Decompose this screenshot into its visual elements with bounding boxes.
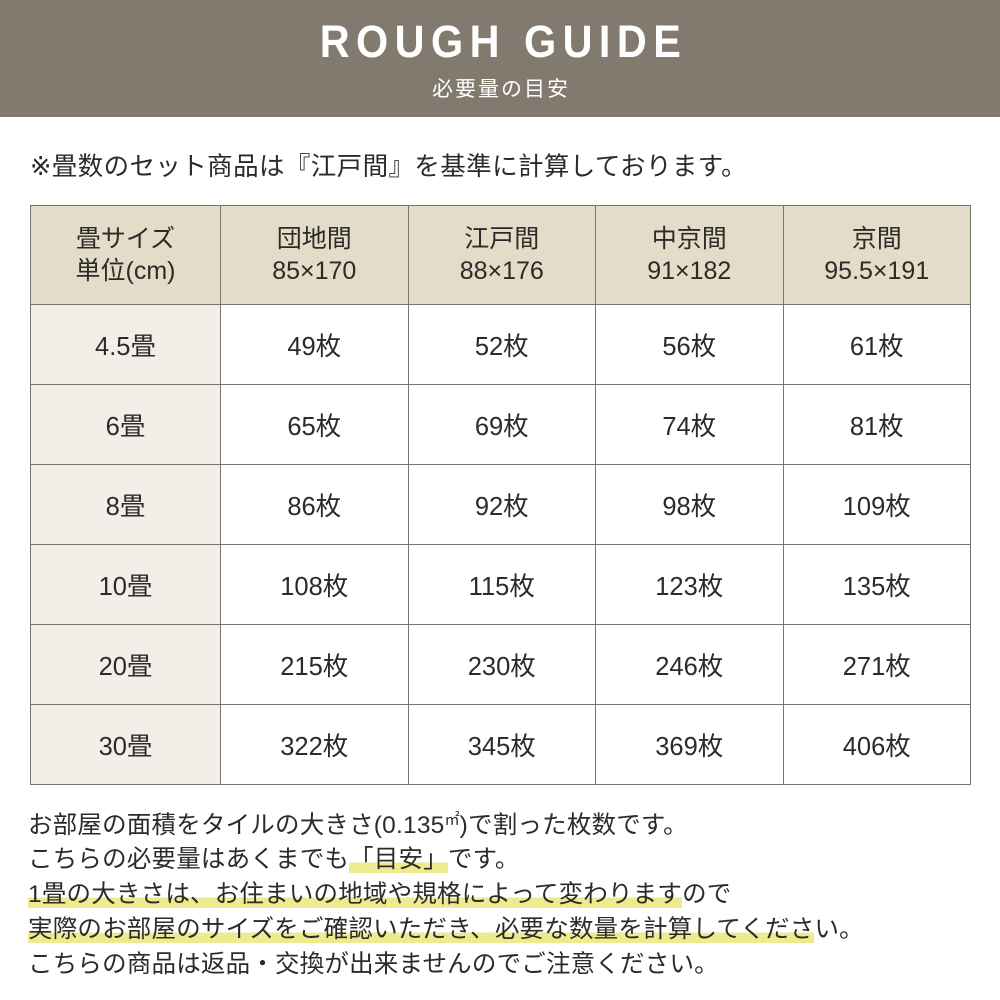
footer-note-text: )で割った枚数です。 — [459, 811, 688, 839]
cell-value: 98枚 — [595, 463, 784, 545]
cell-value: 65枚 — [220, 383, 409, 465]
table-header-row: 畳サイズ 単位(cm) 団地間 85×170 江戸間 88×176 中京間 91… — [30, 204, 971, 305]
row-label: 8畳 — [30, 463, 221, 545]
guide-table-wrapper: 畳サイズ 単位(cm) 団地間 85×170 江戸間 88×176 中京間 91… — [30, 204, 971, 785]
cell-value: 61枚 — [782, 303, 971, 385]
page-subtitle: 必要量の目安 — [432, 78, 570, 102]
cell-value: 123枚 — [595, 543, 784, 625]
page-title: ROUGH GUIDE — [319, 15, 687, 67]
cell-value: 49枚 — [220, 303, 409, 385]
cell-value: 246枚 — [595, 623, 784, 705]
highlighted-text: 実際のお部屋のサイズをご確認いただき、必要な数量を計算してくださ — [28, 915, 815, 943]
cell-value: 69枚 — [407, 383, 596, 465]
row-label: 6畳 — [30, 383, 221, 465]
table-row: 20畳 215枚 230枚 246枚 271枚 — [30, 623, 971, 705]
footer-note-text: ので — [682, 881, 732, 909]
cell-value: 345枚 — [407, 703, 596, 785]
intro-note: ※畳数のセット商品は『江戸間』を基準に計算しております。 — [30, 153, 747, 181]
square-meter-unit: ㎡ — [444, 811, 460, 829]
footer-note-text: お部屋の面積をタイルの大きさ(0.135 — [28, 811, 445, 839]
cell-value: 74枚 — [595, 383, 784, 465]
cell-value: 56枚 — [595, 303, 784, 385]
cell-value: 86枚 — [220, 463, 409, 545]
column-header-line2: 91×182 — [647, 256, 732, 285]
footer-notes: お部屋の面積をタイルの大きさ(0.135㎡)で割った枚数です。 こちらの必要量は… — [28, 809, 1000, 983]
table-row: 10畳 108枚 115枚 123枚 135枚 — [30, 543, 971, 625]
column-header-line2: 95.5×191 — [824, 256, 930, 285]
row-label: 20畳 — [30, 623, 221, 705]
column-header-line2: 85×170 — [272, 256, 357, 285]
column-header-chukyoma: 中京間 91×182 — [595, 204, 784, 305]
footer-note-text: です。 — [447, 846, 520, 874]
table-row: 6畳 65枚 69枚 74枚 81枚 — [30, 383, 971, 465]
footer-note-text: い。 — [814, 915, 864, 943]
footer-note-line-4: 実際のお部屋のサイズをご確認いただき、必要な数量を計算してください。 — [28, 913, 1000, 948]
cell-value: 271枚 — [782, 623, 971, 705]
row-label: 4.5畳 — [30, 303, 221, 385]
table-body: 4.5畳 49枚 52枚 56枚 61枚 6畳 65枚 69枚 74枚 81枚 … — [30, 303, 971, 785]
column-header-line1: 江戸間 — [464, 224, 540, 253]
column-header-danchima: 団地間 85×170 — [220, 204, 409, 305]
cell-value: 81枚 — [782, 383, 971, 465]
column-header-kyoma: 京間 95.5×191 — [782, 204, 971, 305]
footer-note-line-3: 1畳の大きさは、お住まいの地域や規格によって変わりますので — [28, 878, 1000, 913]
cell-value: 92枚 — [407, 463, 596, 545]
cell-value: 230枚 — [407, 623, 596, 705]
footer-note-line-5: こちらの商品は返品・交換が出来ませんのでご注意ください。 — [28, 948, 1000, 983]
cell-value: 135枚 — [782, 543, 971, 625]
row-label: 30畳 — [30, 703, 221, 785]
footer-note-line-2: こちらの必要量はあくまでも「目安」です。 — [28, 843, 1000, 878]
cell-value: 322枚 — [220, 703, 409, 785]
footer-note-line-1: お部屋の面積をタイルの大きさ(0.135㎡)で割った枚数です。 — [28, 809, 1000, 844]
footer-note-text: こちらの必要量はあくまでも — [28, 846, 350, 874]
highlighted-text: 「目安」 — [349, 846, 448, 874]
table-row: 4.5畳 49枚 52枚 56枚 61枚 — [30, 303, 971, 385]
highlighted-text: 1畳の大きさは、お住まいの地域や規格によって変わります — [28, 881, 683, 909]
header-banner: ROUGH GUIDE 必要量の目安 — [0, 0, 1000, 117]
column-header-line1: 団地間 — [276, 224, 352, 253]
column-header-line2: 単位(cm) — [75, 256, 176, 285]
cell-value: 215枚 — [220, 623, 409, 705]
column-header-size-unit: 畳サイズ 単位(cm) — [30, 204, 221, 305]
cell-value: 369枚 — [595, 703, 784, 785]
column-header-line2: 88×176 — [459, 256, 544, 285]
tatami-quantity-table: 畳サイズ 単位(cm) 団地間 85×170 江戸間 88×176 中京間 91… — [30, 204, 971, 785]
column-header-edoma: 江戸間 88×176 — [407, 204, 596, 305]
row-label: 10畳 — [30, 543, 221, 625]
table-row: 8畳 86枚 92枚 98枚 109枚 — [30, 463, 971, 545]
cell-value: 109枚 — [782, 463, 971, 545]
cell-value: 406枚 — [782, 703, 971, 785]
table-header: 畳サイズ 単位(cm) 団地間 85×170 江戸間 88×176 中京間 91… — [30, 204, 971, 305]
column-header-line1: 畳サイズ — [75, 224, 176, 253]
cell-value: 52枚 — [407, 303, 596, 385]
cell-value: 108枚 — [220, 543, 409, 625]
column-header-line1: 中京間 — [651, 224, 727, 253]
footer-note-text: こちらの商品は返品・交換が出来ませんのでご注意ください。 — [28, 950, 719, 978]
table-row: 30畳 322枚 345枚 369枚 406枚 — [30, 703, 971, 785]
cell-value: 115枚 — [407, 543, 596, 625]
column-header-line1: 京間 — [851, 224, 902, 253]
